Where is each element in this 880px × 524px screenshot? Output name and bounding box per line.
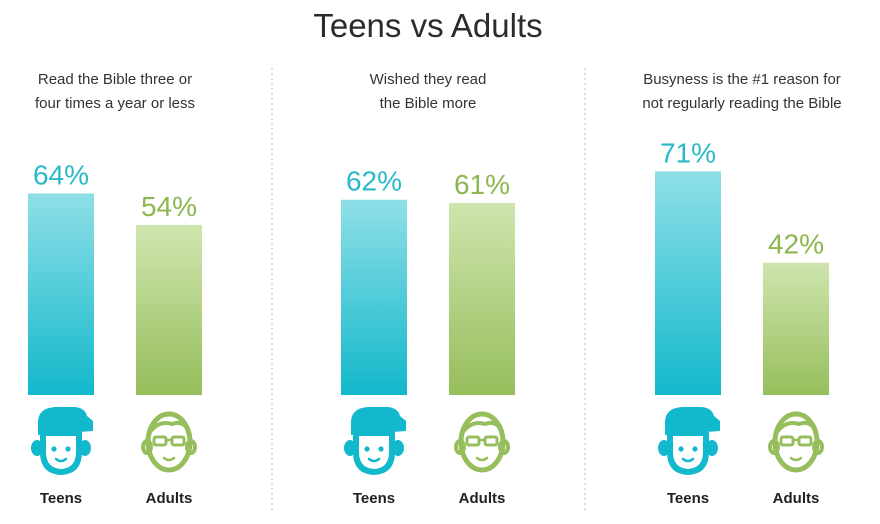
value-label-teens: 62% (346, 166, 402, 197)
teen-face-cap-icon (344, 407, 406, 475)
panel-3: Busyness is the #1 reason for not regular… (642, 71, 841, 507)
panel-2: Wished they read the Bible more 62% Teens 61… (341, 71, 515, 507)
panel-subtitle: four times a year or less (35, 95, 195, 112)
panel-subtitle: Busyness is the #1 reason for (643, 71, 841, 88)
bar-adults (763, 262, 829, 395)
teen-face-cap-icon (658, 407, 720, 475)
adult-face-glasses-icon (768, 411, 824, 473)
panel-subtitle: Wished they read (370, 71, 487, 88)
value-label-adults: 61% (454, 169, 510, 200)
value-label-teens: 71% (660, 137, 716, 168)
category-label-adults: Adults (773, 490, 820, 507)
adult-face-glasses-icon (454, 411, 510, 473)
panel-subtitle: not regularly reading the Bible (642, 95, 841, 112)
panel-subtitle: the Bible more (380, 95, 477, 112)
value-label-adults: 54% (141, 191, 197, 222)
value-label-adults: 42% (768, 229, 824, 260)
panel-1: Read the Bible three or four times a year… (28, 71, 202, 507)
chart-title: Teens vs Adults (313, 7, 542, 44)
bar-teens (341, 199, 407, 395)
bar-adults (136, 224, 202, 395)
category-label-adults: Adults (459, 490, 506, 507)
adult-face-glasses-icon (141, 411, 197, 473)
bar-teens (655, 171, 721, 395)
bar-teens (28, 193, 94, 395)
bar-adults (449, 202, 515, 395)
teen-face-cap-icon (31, 407, 93, 475)
category-label-adults: Adults (146, 490, 193, 507)
panel-subtitle: Read the Bible three or (38, 71, 192, 88)
category-label-teens: Teens (667, 490, 709, 507)
category-label-teens: Teens (353, 490, 395, 507)
category-label-teens: Teens (40, 490, 82, 507)
value-label-teens: 64% (33, 159, 89, 190)
